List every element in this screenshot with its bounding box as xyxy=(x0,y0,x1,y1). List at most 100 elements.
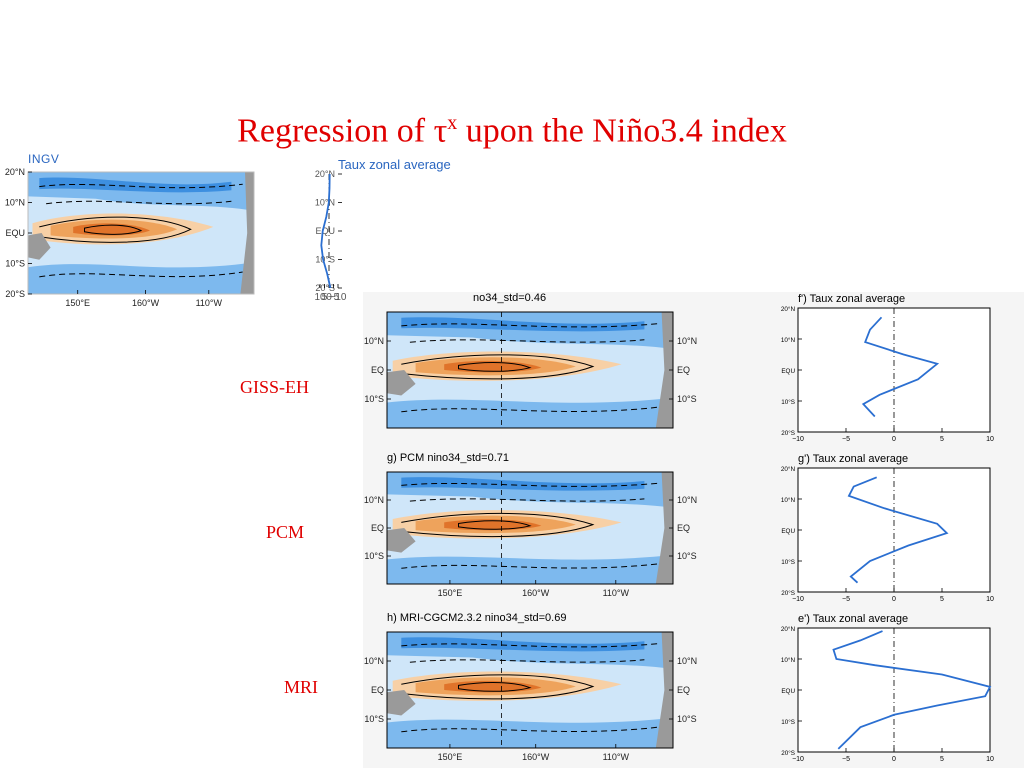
model-label-giss: GISS-EH xyxy=(240,377,310,397)
lat-tick-label: 10°S xyxy=(364,551,384,561)
positive-contour-inner xyxy=(458,682,532,692)
y-tick-label: 20°S xyxy=(781,429,795,437)
slide-title: Regression of τx upon the Niño3.4 index xyxy=(237,112,787,150)
negative-core-north xyxy=(401,477,645,491)
lat-tick-label: 10°N xyxy=(364,336,384,346)
chart-title: Taux zonal average xyxy=(338,157,451,172)
lat-tick-label: EQU xyxy=(5,228,25,238)
right-lat-tick-label: 10°N xyxy=(677,495,697,505)
y-tick-label: 20°N xyxy=(781,305,796,313)
y-tick-label: EQU xyxy=(781,688,795,695)
y-tick-label: 10°N xyxy=(781,496,796,504)
right-lat-tick-label: EQ xyxy=(677,523,690,533)
lat-tick-label: 20°N xyxy=(5,167,25,177)
y-tick-label: 10°N xyxy=(781,656,796,664)
lat-tick-label: 20°S xyxy=(5,289,25,299)
x-tick-label: 5 xyxy=(940,596,944,603)
lat-tick-label: 10°S xyxy=(364,394,384,404)
x-tick-label: 5 xyxy=(940,756,944,763)
x-tick-label: 5 xyxy=(940,436,944,443)
series-line xyxy=(861,316,940,418)
right-lat-tick-label: 10°N xyxy=(677,656,697,666)
y-tick-label: 20°N xyxy=(781,625,796,633)
lon-tick-label: 110°W xyxy=(603,588,630,598)
lon-tick-label: 160°W xyxy=(522,588,550,598)
negative-contour-north-2 xyxy=(409,339,645,343)
positive-contour-inner xyxy=(458,362,532,372)
negative-contour-south xyxy=(401,406,659,413)
negative-core-north xyxy=(39,177,232,193)
lat-tick-label: EQ xyxy=(371,523,384,533)
series-line xyxy=(832,630,992,750)
map-giss: 10°N EQ 10°S 10°N EQ 10°S xyxy=(364,311,697,429)
negative-region-south xyxy=(387,554,673,584)
x-tick-label: 10 xyxy=(986,596,994,603)
lat-tick-label: 10°N xyxy=(364,495,384,505)
positive-contour xyxy=(401,674,595,700)
negative-contour-south xyxy=(401,726,659,733)
y-tick-label: EQU xyxy=(781,528,795,535)
y-tick-label: 20°S xyxy=(315,283,335,293)
model-label-pcm: PCM xyxy=(266,522,305,542)
land-maritime-continent xyxy=(387,690,416,716)
negative-contour-north xyxy=(39,183,243,189)
positive-contour xyxy=(401,512,595,538)
map-pcm: 10°N EQ 10°S 10°N EQ 10°S 150°E 160°W 110°W xyxy=(364,471,697,598)
y-tick-label: 10°S xyxy=(781,718,795,726)
negative-core-north xyxy=(401,317,645,332)
land-maritime-continent xyxy=(387,370,416,396)
negative-region-south xyxy=(28,262,254,294)
land-americas xyxy=(655,312,673,428)
x-tick-label: 5 xyxy=(322,292,328,303)
lat-tick-label: EQ xyxy=(371,365,384,375)
x-tick-label: 0 xyxy=(892,756,896,763)
positive-contour-inner xyxy=(458,520,532,530)
right-lat-tick-label: EQ xyxy=(677,685,690,695)
x-tick-label: −5 xyxy=(328,292,340,303)
model-label-mri: MRI xyxy=(284,677,319,697)
chart-title: g') Taux zonal average xyxy=(798,453,908,465)
lat-tick-label: 10°N xyxy=(5,198,25,208)
lat-tick-label: 10°S xyxy=(364,714,384,724)
y-tick-label: 20°N xyxy=(315,169,335,179)
lat-tick-label: EQ xyxy=(371,685,384,695)
positive-contour xyxy=(401,354,595,380)
y-tick-label: EQU xyxy=(781,368,795,375)
negative-contour-north-2 xyxy=(46,200,232,205)
series-line xyxy=(847,476,949,584)
land-americas xyxy=(240,172,254,294)
map-title-mri: h) MRI-CGCM2.3.2 nino34_std=0.69 xyxy=(387,612,567,624)
x-tick-label: 10 xyxy=(986,756,994,763)
x-tick-label: 10 xyxy=(314,292,326,303)
land-maritime-continent xyxy=(387,528,416,553)
positive-contour xyxy=(39,216,192,243)
y-tick-label: 20°N xyxy=(781,465,796,473)
lon-tick-label: 150°E xyxy=(438,752,463,762)
x-tick-label: 0 xyxy=(892,596,896,603)
lon-tick-label: 110°W xyxy=(196,298,223,308)
positive-contour-inner xyxy=(84,224,143,235)
lat-tick-label: 10°S xyxy=(5,259,25,269)
right-lat-tick-label: EQ xyxy=(677,365,690,375)
y-tick-label: 20°S xyxy=(781,749,795,757)
y-tick-label: EQU xyxy=(315,226,335,236)
lon-tick-label: 160°W xyxy=(522,752,550,762)
negative-core-north xyxy=(401,637,645,652)
x-tick-label: −10 xyxy=(792,756,804,763)
x-tick-label: −5 xyxy=(842,436,850,443)
negative-region-south xyxy=(387,397,673,428)
negative-region-south xyxy=(387,717,673,748)
negative-contour-north-2 xyxy=(409,498,645,502)
y-tick-label: 10°S xyxy=(781,558,795,566)
map-title-pcm: g) PCM nino34_std=0.71 xyxy=(387,452,509,464)
chart-title: e') Taux zonal average xyxy=(798,613,908,625)
x-tick-label: −5 xyxy=(842,756,850,763)
land-maritime-continent xyxy=(28,233,51,260)
x-tick-label: −10 xyxy=(792,596,804,603)
x-tick-label: 10 xyxy=(986,436,994,443)
y-tick-label: 10°N xyxy=(315,198,335,208)
lat-tick-label: 10°N xyxy=(364,656,384,666)
